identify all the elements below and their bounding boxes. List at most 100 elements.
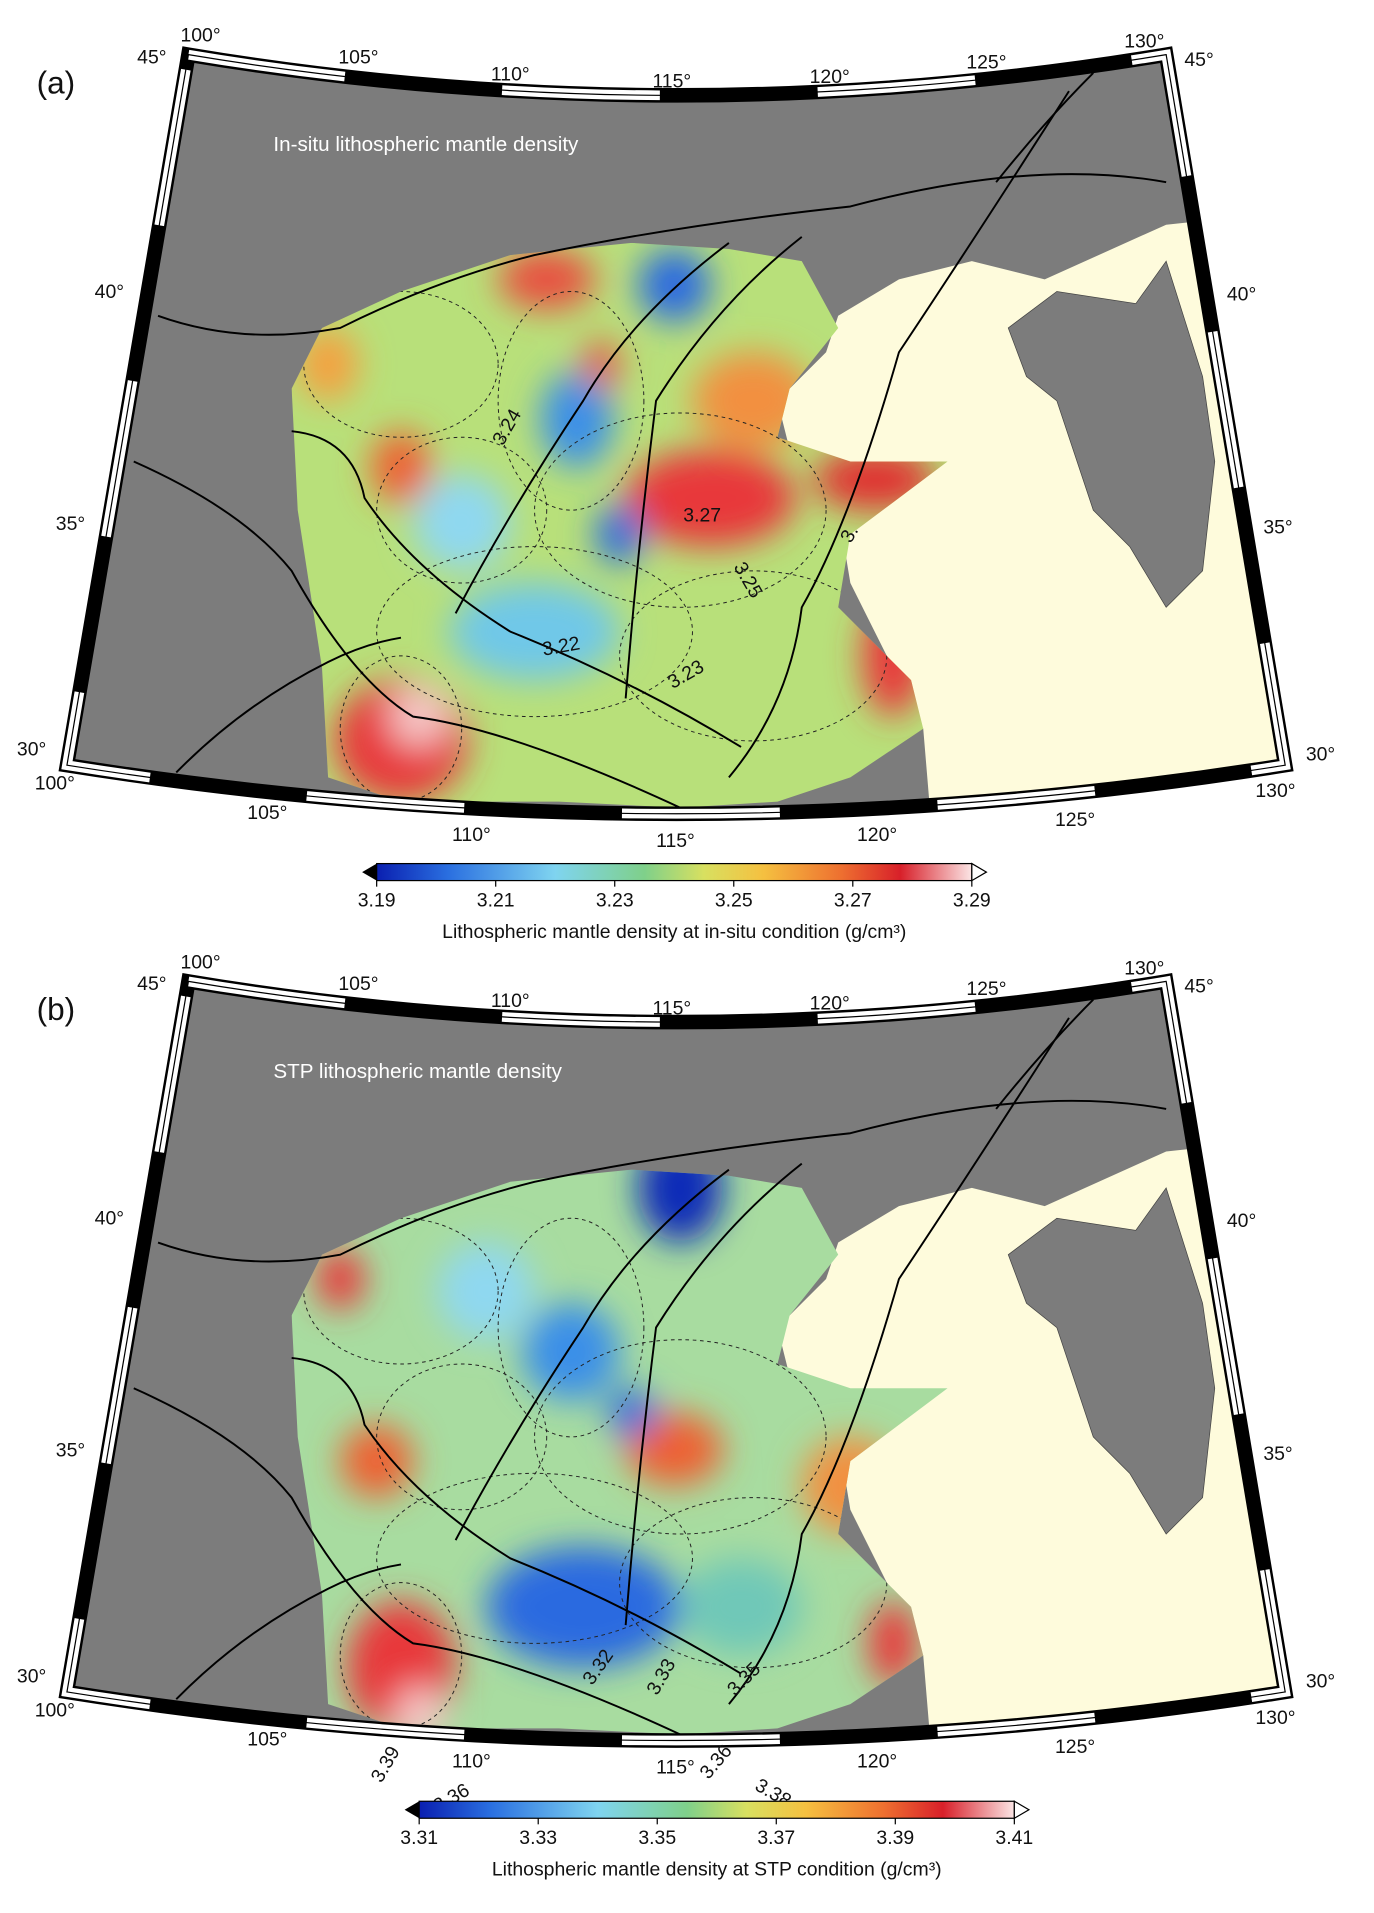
anomaly bbox=[637, 1169, 723, 1243]
fault-line bbox=[624, 236, 803, 699]
lat-label: 35° bbox=[56, 1440, 85, 1462]
lon-label: 130° bbox=[1124, 31, 1164, 53]
colorbar-tick-label: 3.31 bbox=[400, 1827, 438, 1849]
fault-line bbox=[728, 1017, 1070, 1705]
anomaly bbox=[625, 449, 796, 547]
anomaly bbox=[522, 1303, 620, 1401]
colorbar-tick-label: 3.39 bbox=[876, 1827, 914, 1849]
colorbar-label: Lithospheric mantle density at in-situ c… bbox=[442, 921, 906, 943]
lon-label: 120° bbox=[857, 1751, 897, 1773]
anomaly bbox=[498, 248, 596, 310]
map-area bbox=[66, 981, 1286, 1741]
lon-label: 125° bbox=[966, 51, 1006, 73]
korea bbox=[1007, 1187, 1216, 1535]
anomaly bbox=[297, 327, 359, 401]
colorbar: 3.31 3.33 3.35 3.37 3.39 3.41 Lithospheric man… bbox=[400, 1800, 1033, 1881]
colorbar-low bbox=[404, 1801, 420, 1819]
colorbar-tick-label: 3.29 bbox=[953, 889, 991, 911]
fault-line bbox=[291, 430, 742, 748]
lat-label: 45° bbox=[1184, 49, 1213, 71]
colorbar-tick-label: 3.41 bbox=[995, 1827, 1033, 1849]
contour bbox=[619, 1497, 888, 1669]
fault-line bbox=[175, 1563, 402, 1700]
contour bbox=[376, 546, 693, 718]
contour bbox=[376, 1363, 548, 1511]
anomaly bbox=[370, 431, 432, 505]
lon-label: 115° bbox=[656, 830, 695, 852]
contour bbox=[534, 412, 827, 608]
lat-label: 30° bbox=[1306, 1670, 1335, 1692]
colorbar-low bbox=[362, 863, 377, 881]
lon-label: 105° bbox=[247, 802, 287, 824]
lon-label: 105° bbox=[338, 973, 378, 995]
contour bbox=[619, 570, 888, 742]
fault-line bbox=[133, 1387, 681, 1736]
anomaly bbox=[315, 1248, 365, 1310]
lat-label: 40° bbox=[1227, 283, 1256, 305]
contour bbox=[376, 436, 548, 584]
anomaly bbox=[449, 583, 620, 681]
fault-line bbox=[728, 90, 1070, 778]
colorbar-bar bbox=[418, 1800, 1015, 1819]
anomaly bbox=[413, 473, 511, 571]
lon-label: 105° bbox=[338, 46, 378, 68]
anomaly bbox=[625, 1412, 723, 1486]
colorbar-tick-label: 3.27 bbox=[834, 889, 872, 911]
lon-label: 110° bbox=[452, 1751, 491, 1773]
colorbar-bar bbox=[376, 862, 973, 882]
frame-line bbox=[66, 53, 1286, 815]
lat-label: 35° bbox=[56, 513, 85, 535]
colorbar-tick-label: 3.35 bbox=[638, 1827, 676, 1849]
lon-label: 130° bbox=[1255, 1707, 1295, 1729]
lon-label: 100° bbox=[180, 25, 220, 47]
colorbar: 3.19 3.21 3.23 3.25 3.27 3.29 Lithospheric man… bbox=[358, 862, 991, 943]
contour bbox=[534, 1339, 827, 1535]
lon-label: 115° bbox=[652, 71, 691, 93]
map-panel: (b) STP lithospheric mantle density 100° 10… bbox=[17, 951, 1335, 1881]
lat-label: 45° bbox=[137, 973, 166, 995]
map-title: STP lithospheric mantle density bbox=[273, 1060, 562, 1083]
lon-label: 110° bbox=[491, 990, 530, 1012]
anomaly bbox=[437, 1242, 535, 1340]
anomaly bbox=[595, 504, 644, 565]
lon-label: 110° bbox=[452, 824, 491, 846]
contour bbox=[376, 1472, 693, 1644]
field-anomalies bbox=[297, 248, 936, 802]
lon-label: 100° bbox=[35, 1700, 75, 1722]
anomaly bbox=[583, 340, 620, 389]
lon-label: 130° bbox=[1255, 780, 1295, 802]
fault-line bbox=[175, 636, 402, 774]
anomaly bbox=[680, 1558, 802, 1656]
lat-label: 30° bbox=[17, 739, 46, 761]
anomaly bbox=[485, 1546, 681, 1668]
colorbar-tick-label: 3.37 bbox=[757, 1827, 795, 1849]
colorbar-tick-label: 3.19 bbox=[358, 889, 396, 911]
fault-line bbox=[624, 1162, 803, 1626]
lon-label: 115° bbox=[656, 1757, 695, 1779]
lon-label: 125° bbox=[1055, 1736, 1095, 1758]
fault-line bbox=[157, 1099, 1167, 1263]
colorbar-high bbox=[971, 862, 988, 882]
lat-label: 45° bbox=[1184, 976, 1213, 998]
panel-label: (a) bbox=[37, 64, 76, 100]
lon-label: 125° bbox=[966, 978, 1006, 1000]
fault-line bbox=[291, 1356, 742, 1675]
lat-label: 40° bbox=[1227, 1210, 1256, 1232]
map-title: In-situ lithospheric mantle density bbox=[273, 133, 579, 156]
contour bbox=[303, 1217, 499, 1365]
anomaly bbox=[868, 1600, 918, 1686]
lat-label: 30° bbox=[1306, 744, 1335, 766]
density-field bbox=[291, 242, 948, 808]
lon-label: 125° bbox=[1055, 809, 1095, 831]
panel-label: (b) bbox=[37, 991, 76, 1027]
lat-label: 40° bbox=[95, 281, 124, 303]
lat-label: 40° bbox=[95, 1208, 124, 1230]
korea bbox=[1007, 260, 1216, 608]
fault-line bbox=[454, 242, 730, 614]
contour bbox=[497, 291, 645, 511]
anomaly bbox=[637, 248, 711, 322]
lat-label: 35° bbox=[1263, 516, 1292, 538]
contour-label: 3.39 bbox=[367, 1743, 405, 1787]
fault-line bbox=[157, 173, 1167, 336]
